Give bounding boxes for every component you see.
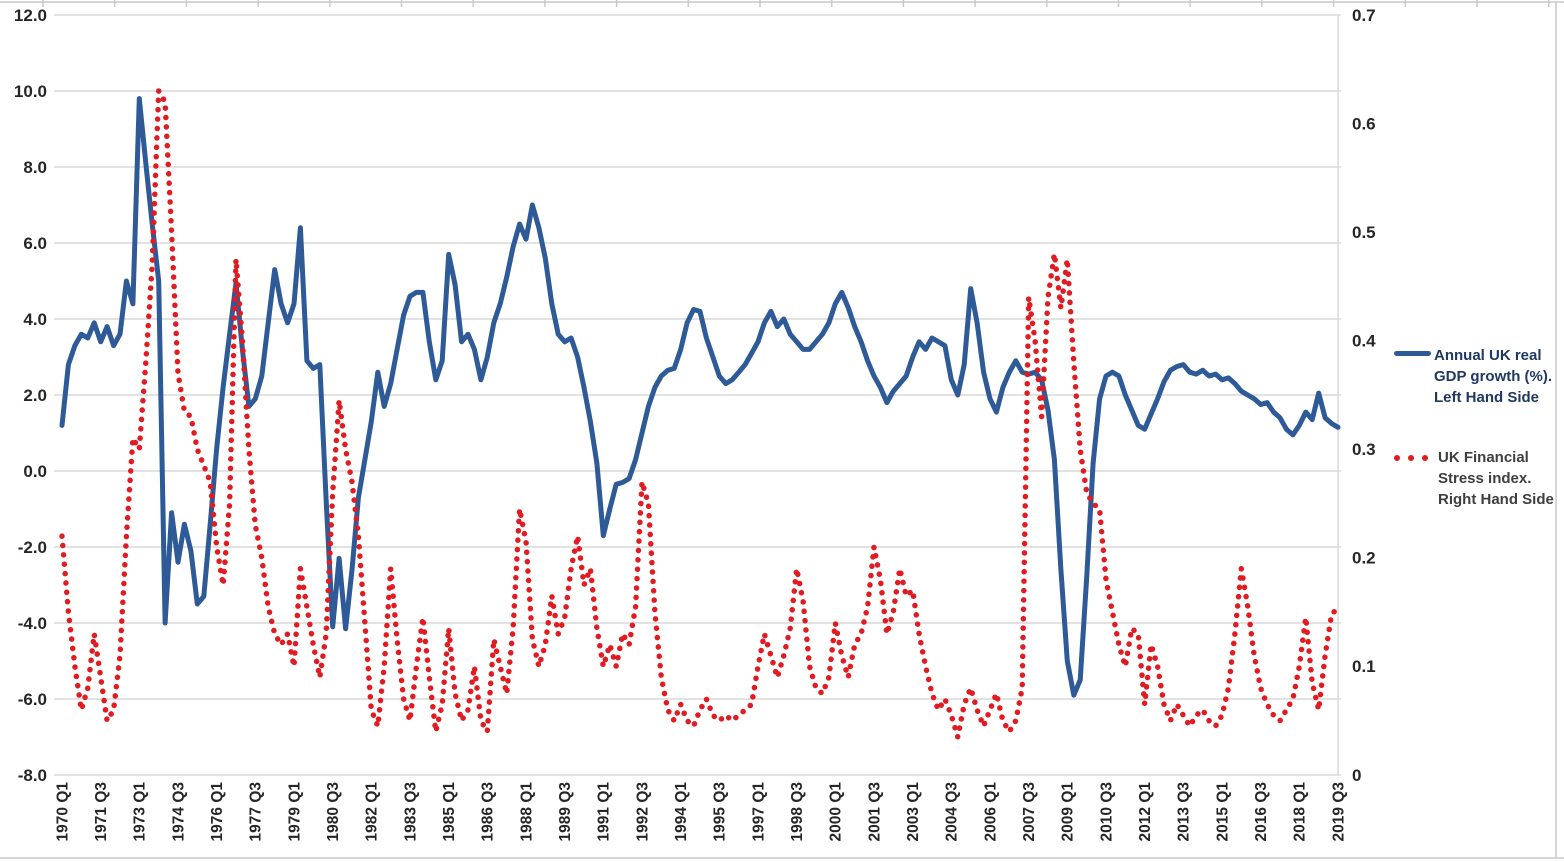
y-axis-label-right: 0.6 bbox=[1352, 114, 1376, 133]
x-axis-label: 2003 Q1 bbox=[905, 782, 922, 842]
y-axis-label-right: 0.3 bbox=[1352, 440, 1376, 459]
x-axis-label: 2007 Q3 bbox=[1021, 782, 1038, 842]
x-axis-label: 1998 Q3 bbox=[789, 782, 806, 842]
x-axis-label: 2016 Q3 bbox=[1253, 782, 1270, 842]
x-axis-label: 1980 Q3 bbox=[325, 782, 342, 842]
legend-item-stress: UK Financial Stress index. Right Hand Si… bbox=[1394, 447, 1554, 510]
y-axis-label-right: 0 bbox=[1352, 766, 1361, 785]
legend-label-gdp: Annual UK real GDP growth (%). Left Hand… bbox=[1434, 345, 1552, 408]
x-axis-label: 1995 Q3 bbox=[712, 782, 729, 842]
legend-label-gdp-line3: Left Hand Side bbox=[1434, 389, 1540, 406]
y-axis-label-left: 4.0 bbox=[23, 310, 47, 329]
x-axis-label: 1970 Q1 bbox=[54, 782, 71, 842]
x-axis-label: 2006 Q1 bbox=[982, 782, 999, 842]
x-axis-label: 1983 Q3 bbox=[402, 782, 419, 842]
y-axis-label-right: 0.5 bbox=[1352, 223, 1376, 242]
stress-line bbox=[59, 81, 1341, 741]
x-axis-label: 1986 Q3 bbox=[480, 782, 497, 842]
gdp-line-sample-icon bbox=[1394, 351, 1431, 356]
x-axis-label: 2015 Q1 bbox=[1214, 782, 1231, 842]
legend-label-gdp-line1: Annual UK real bbox=[1434, 347, 1542, 364]
x-axis-label: 1971 Q3 bbox=[93, 782, 110, 842]
x-axis-label: 1991 Q1 bbox=[596, 782, 613, 842]
x-axis-label: 2001 Q3 bbox=[866, 782, 883, 842]
x-axis-label: 1973 Q1 bbox=[132, 782, 149, 842]
stress-dots-sample-icon bbox=[1394, 455, 1428, 510]
x-axis-label: 2018 Q1 bbox=[1292, 782, 1309, 842]
x-axis-label: 2000 Q1 bbox=[828, 782, 845, 842]
legend-label-stress: UK Financial Stress index. Right Hand Si… bbox=[1438, 447, 1554, 510]
x-axis-label: 2004 Q3 bbox=[944, 782, 961, 842]
x-axis-label: 1994 Q1 bbox=[673, 782, 690, 842]
gdp-line bbox=[59, 96, 1341, 698]
y-axis-label-left: 6.0 bbox=[23, 234, 47, 253]
y-axis-label-left: -8.0 bbox=[18, 766, 47, 785]
x-axis-label: 2012 Q1 bbox=[1137, 782, 1154, 842]
x-axis-label: 1974 Q3 bbox=[170, 782, 187, 842]
x-axis-label: 1982 Q1 bbox=[364, 782, 381, 842]
legend-label-stress-line3: Right Hand Side bbox=[1438, 491, 1554, 508]
x-axis-label: 1989 Q3 bbox=[557, 782, 574, 842]
y-axis-label-right: 0.4 bbox=[1352, 331, 1376, 350]
y-axis-label-left: -2.0 bbox=[18, 538, 47, 557]
y-axis-label-left: 12.0 bbox=[14, 6, 47, 25]
x-axis-label: 1976 Q1 bbox=[209, 782, 226, 842]
y-axis-label-right: 0.2 bbox=[1352, 549, 1376, 568]
y-axis-label-left: -6.0 bbox=[18, 690, 47, 709]
y-axis-label-left: -4.0 bbox=[18, 614, 47, 633]
legend-label-stress-line1: UK Financial bbox=[1438, 449, 1529, 466]
x-axis-label: 2009 Q1 bbox=[1060, 782, 1077, 842]
x-axis-label: 2013 Q3 bbox=[1176, 782, 1193, 842]
x-axis-label: 1992 Q3 bbox=[634, 782, 651, 842]
legend-item-gdp: Annual UK real GDP growth (%). Left Hand… bbox=[1394, 345, 1552, 408]
x-axis-label: 1979 Q1 bbox=[286, 782, 303, 842]
y-axis-label-left: 10.0 bbox=[14, 82, 47, 101]
x-axis-label: 1985 Q1 bbox=[441, 782, 458, 842]
y-axis-label-left: 0.0 bbox=[23, 462, 47, 481]
y-axis-label-left: 8.0 bbox=[23, 158, 47, 177]
y-axis-label-right: 0.7 bbox=[1352, 6, 1376, 25]
y-axis-label-right: 0.1 bbox=[1352, 657, 1376, 676]
legend-label-gdp-line2: GDP growth (%). bbox=[1434, 368, 1553, 385]
x-axis-label: 2010 Q3 bbox=[1098, 782, 1115, 842]
x-axis-label: 2019 Q3 bbox=[1330, 782, 1347, 842]
y-axis-label-left: 2.0 bbox=[23, 386, 47, 405]
x-axis-label: 1997 Q1 bbox=[750, 782, 767, 842]
legend-label-stress-line2: Stress index. bbox=[1438, 470, 1532, 487]
x-axis-label: 1977 Q3 bbox=[248, 782, 265, 842]
x-axis-label: 1988 Q1 bbox=[518, 782, 535, 842]
